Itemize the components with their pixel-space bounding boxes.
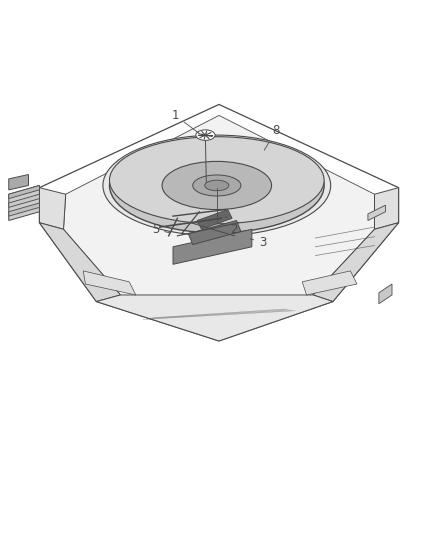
Ellipse shape [205,180,229,191]
Polygon shape [173,229,252,264]
Polygon shape [313,223,399,302]
Polygon shape [39,223,120,302]
Polygon shape [39,188,66,229]
Text: 8: 8 [264,124,279,150]
Polygon shape [188,221,241,245]
Polygon shape [96,295,333,341]
Polygon shape [9,174,28,190]
Polygon shape [64,115,374,330]
Polygon shape [197,209,232,229]
Polygon shape [368,205,385,221]
Ellipse shape [110,138,324,233]
Polygon shape [374,188,399,229]
Polygon shape [39,104,399,341]
Ellipse shape [193,175,241,196]
Text: 1: 1 [171,109,199,133]
Text: 2: 2 [226,216,238,236]
Ellipse shape [103,135,331,236]
Polygon shape [9,185,39,199]
Text: 3: 3 [250,236,266,249]
Ellipse shape [162,161,272,209]
Polygon shape [9,203,39,216]
Polygon shape [9,185,39,221]
Ellipse shape [196,130,215,140]
Polygon shape [83,271,136,295]
Polygon shape [9,194,39,207]
Polygon shape [302,271,357,295]
Polygon shape [379,284,392,304]
Ellipse shape [110,136,324,224]
Text: 5: 5 [152,223,170,236]
